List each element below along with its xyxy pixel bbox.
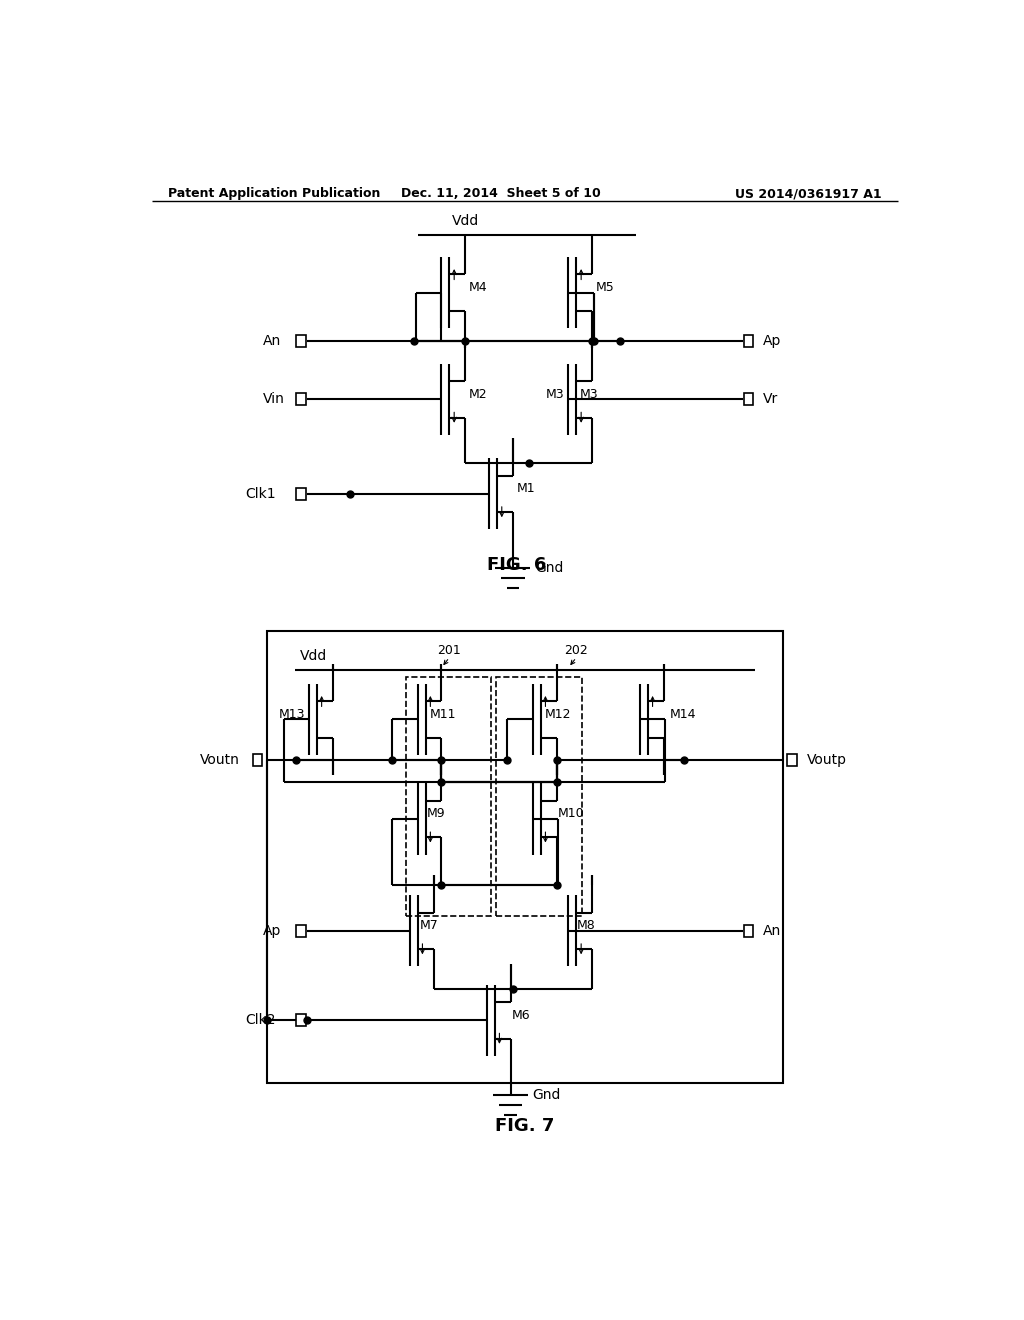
Bar bbox=[497, 677, 582, 916]
Bar bbox=[296, 335, 306, 347]
Bar bbox=[406, 677, 492, 916]
Text: FIG. 7: FIG. 7 bbox=[496, 1117, 554, 1135]
Text: M5: M5 bbox=[596, 281, 615, 294]
Text: Gnd: Gnd bbox=[532, 1088, 561, 1101]
Text: FIG. 6: FIG. 6 bbox=[487, 556, 547, 574]
Bar bbox=[787, 754, 797, 766]
Text: Voutp: Voutp bbox=[807, 754, 847, 767]
Text: 202: 202 bbox=[564, 644, 588, 657]
Text: M9: M9 bbox=[427, 808, 445, 821]
Text: M3: M3 bbox=[546, 388, 564, 401]
Text: M8: M8 bbox=[577, 919, 595, 932]
Text: M1: M1 bbox=[517, 482, 536, 495]
Bar bbox=[296, 1014, 306, 1027]
Text: M14: M14 bbox=[670, 708, 696, 721]
Bar bbox=[296, 487, 306, 500]
Text: Gnd: Gnd bbox=[536, 561, 563, 576]
Bar bbox=[743, 925, 754, 937]
Text: M10: M10 bbox=[558, 808, 585, 821]
Text: 201: 201 bbox=[437, 644, 461, 657]
Bar bbox=[296, 393, 306, 405]
Text: US 2014/0361917 A1: US 2014/0361917 A1 bbox=[735, 187, 882, 201]
Bar bbox=[743, 335, 754, 347]
Text: Dec. 11, 2014  Sheet 5 of 10: Dec. 11, 2014 Sheet 5 of 10 bbox=[401, 187, 601, 201]
Text: Vin: Vin bbox=[263, 392, 285, 407]
Text: Patent Application Publication: Patent Application Publication bbox=[168, 187, 380, 201]
Text: M2: M2 bbox=[469, 388, 487, 401]
Bar bbox=[296, 925, 306, 937]
Text: M7: M7 bbox=[419, 919, 438, 932]
Text: M12: M12 bbox=[545, 708, 571, 721]
Text: M4: M4 bbox=[469, 281, 487, 294]
Bar bbox=[253, 754, 262, 766]
Text: Clk1: Clk1 bbox=[246, 487, 276, 500]
Text: Ap: Ap bbox=[263, 924, 282, 939]
Text: M11: M11 bbox=[430, 708, 456, 721]
Text: Ap: Ap bbox=[763, 334, 781, 348]
Text: An: An bbox=[263, 334, 282, 348]
Text: Vr: Vr bbox=[763, 392, 778, 407]
Text: M6: M6 bbox=[512, 1008, 530, 1022]
Text: Vdd: Vdd bbox=[452, 214, 479, 227]
Text: An: An bbox=[763, 924, 781, 939]
Text: M3: M3 bbox=[580, 388, 599, 401]
Text: Clk2: Clk2 bbox=[246, 1014, 275, 1027]
Text: Vdd: Vdd bbox=[300, 648, 328, 663]
Bar bbox=[267, 631, 782, 1084]
Text: M13: M13 bbox=[279, 708, 305, 721]
Bar bbox=[743, 393, 754, 405]
Text: Voutn: Voutn bbox=[200, 754, 240, 767]
